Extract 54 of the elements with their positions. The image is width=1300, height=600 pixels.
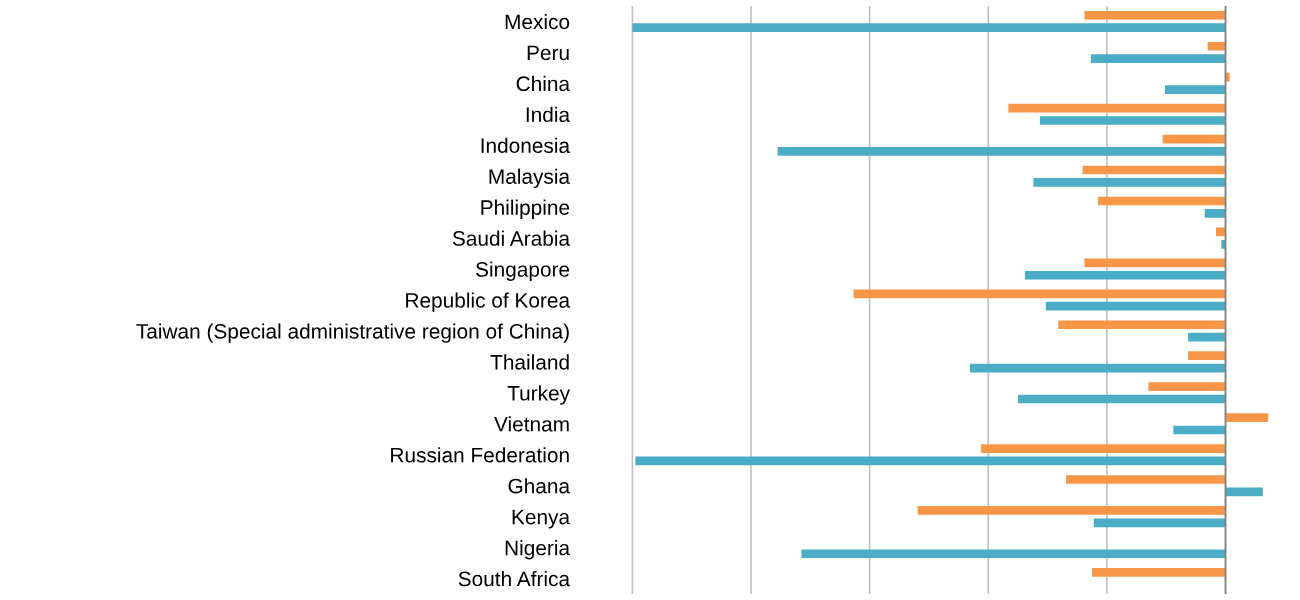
bar xyxy=(1188,332,1226,342)
bar xyxy=(1225,413,1269,422)
y-tick-label: South Africa xyxy=(458,570,571,587)
bar xyxy=(1025,270,1226,280)
bar xyxy=(853,289,1226,299)
y-tick-label: Nigeria xyxy=(505,540,571,560)
bar xyxy=(1162,134,1226,144)
bar xyxy=(1165,85,1226,94)
bar xyxy=(1058,320,1226,330)
y-tick-label: Philippine xyxy=(481,199,570,220)
y-tick-label: Russian Federation xyxy=(391,447,569,463)
bar xyxy=(1148,382,1226,391)
y-tick-label: China xyxy=(516,75,571,92)
bar xyxy=(1045,301,1226,311)
y-tick-label: Republic of Korea xyxy=(406,292,571,312)
bar xyxy=(1084,258,1226,268)
bar xyxy=(1033,178,1226,187)
y-tick-label: Malaysia xyxy=(489,168,571,189)
y-tick-label: Saudi Arabia xyxy=(452,230,571,246)
bar xyxy=(635,456,1226,466)
bar xyxy=(1090,54,1226,63)
bar xyxy=(1173,425,1226,435)
bar xyxy=(1008,103,1226,113)
bar xyxy=(1225,487,1263,497)
bar xyxy=(1204,209,1226,218)
y-tick-label: Kenya xyxy=(512,509,571,529)
bar xyxy=(1017,394,1226,404)
bar xyxy=(969,363,1226,373)
bar xyxy=(1188,351,1226,361)
y-tick-label: Turkey xyxy=(507,385,571,405)
bar xyxy=(1084,10,1226,20)
y-tick-label: Taiwan (Special administrative region of China) xyxy=(136,323,569,343)
bar xyxy=(917,506,1226,515)
y-tick-label: Peru xyxy=(527,45,569,61)
bar xyxy=(777,147,1226,156)
bar xyxy=(1225,72,1230,82)
bar xyxy=(981,444,1226,453)
bar xyxy=(1082,165,1226,175)
y-tick-label: India xyxy=(526,106,571,123)
bar xyxy=(1097,196,1226,206)
y-tick-label: Thailand xyxy=(490,354,569,370)
y-tick-label: Vietnam xyxy=(494,416,569,432)
bar xyxy=(801,549,1226,559)
bar xyxy=(1093,518,1226,528)
bar xyxy=(632,23,1226,32)
y-tick-label: Mexico xyxy=(505,13,570,30)
bar xyxy=(1207,41,1226,51)
y-tick-label: Indonesia xyxy=(481,137,571,154)
bar xyxy=(1065,475,1226,484)
bar xyxy=(1092,568,1226,577)
bar xyxy=(1221,239,1226,249)
bar xyxy=(1039,116,1226,125)
y-tick-label: Ghana xyxy=(508,478,571,494)
y-tick-label: Singapore xyxy=(476,261,570,281)
